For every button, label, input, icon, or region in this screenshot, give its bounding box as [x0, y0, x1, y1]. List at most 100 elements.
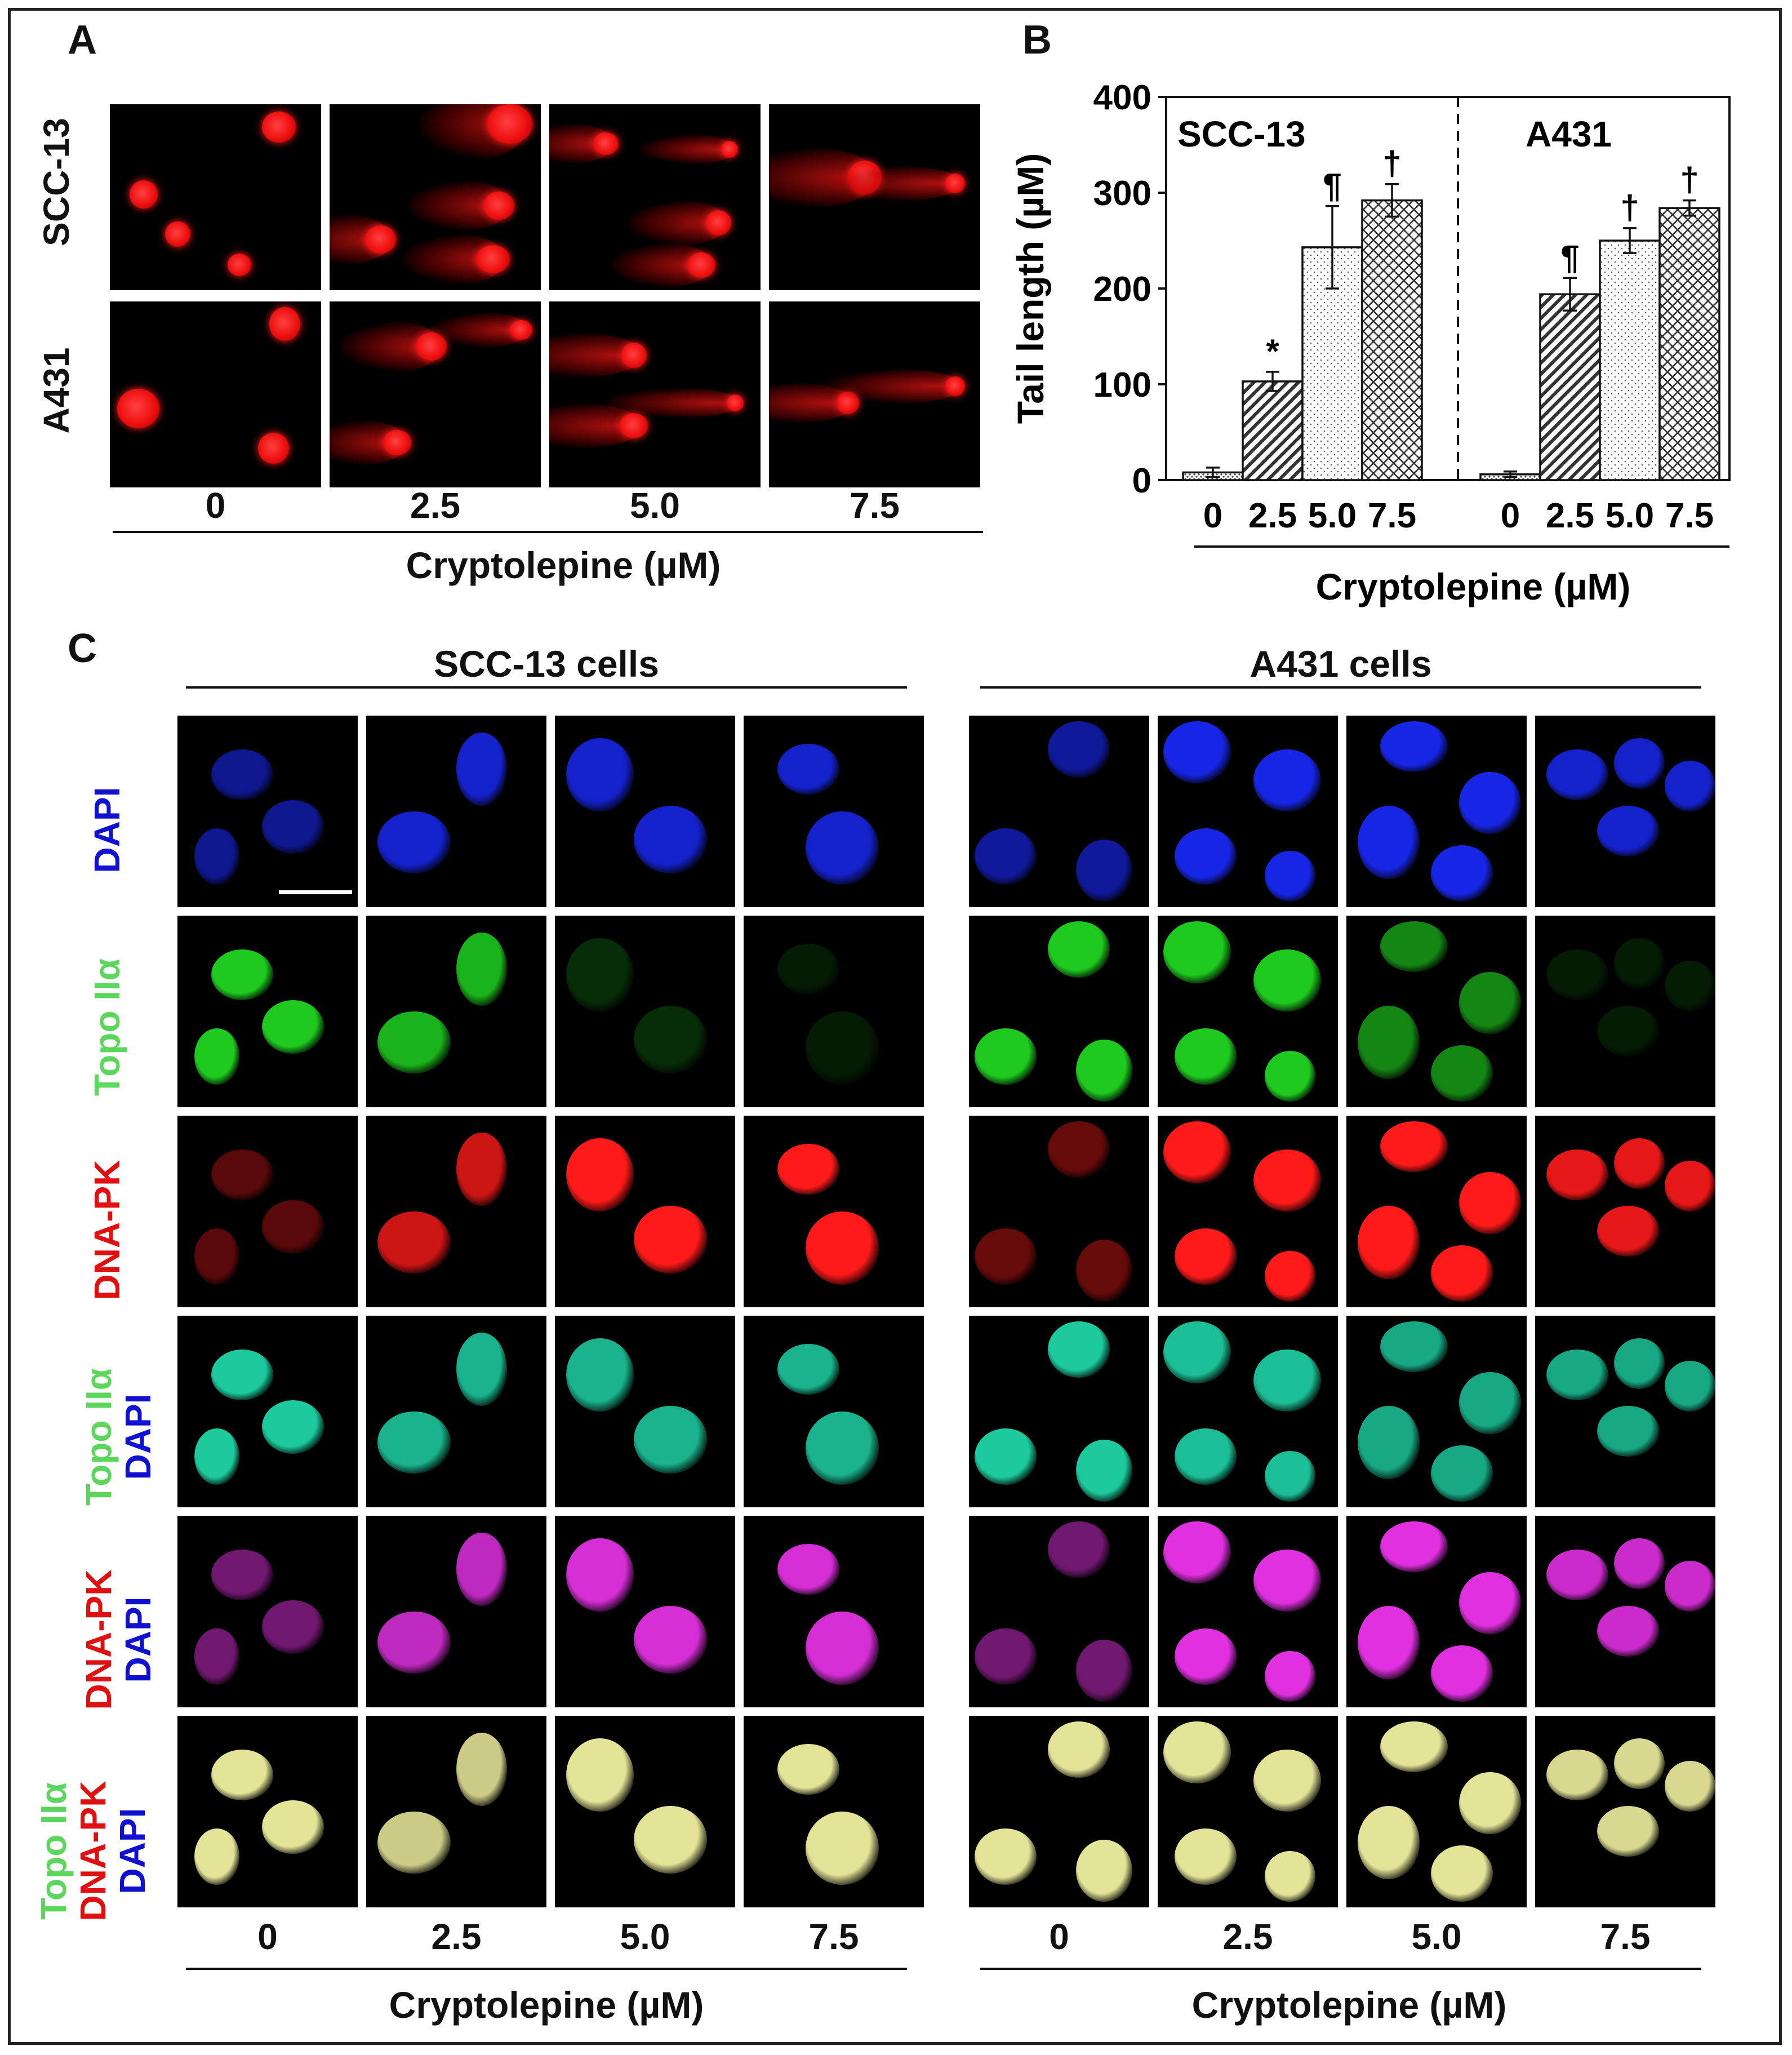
- x-tick-label: 5.0: [1308, 496, 1357, 535]
- nucleus: [1431, 1045, 1493, 1102]
- nucleus: [1048, 721, 1110, 778]
- nucleus: [262, 1600, 324, 1654]
- nucleus: [1076, 1640, 1132, 1702]
- dapi-image: [1535, 716, 1715, 907]
- panel-c-label-row6: Topo IIα DNA-PK DAPI: [33, 1758, 153, 1944]
- nucleus: [975, 1828, 1037, 1885]
- nucleus: [1163, 1121, 1231, 1183]
- nucleus: [1665, 1361, 1715, 1412]
- panel-c-label-row1: DAPI: [87, 785, 127, 875]
- comet-head: [945, 173, 965, 193]
- nucleus: [777, 1544, 839, 1595]
- nucleus: [806, 1412, 879, 1485]
- nucleus: [1265, 1851, 1315, 1902]
- merge-image: [1346, 1716, 1527, 1907]
- nucleus: [211, 949, 273, 1000]
- topo-dapi-image: [177, 1316, 358, 1507]
- nucleus: [1253, 1350, 1321, 1412]
- nucleus: [777, 944, 839, 995]
- panel-a-row-label-scc13: SCC-13: [36, 118, 77, 246]
- nucleus: [634, 1206, 707, 1273]
- nucleus: [1614, 1538, 1665, 1589]
- nucleus: [1665, 1561, 1715, 1612]
- panel-c-tick-label: 0: [257, 1916, 278, 1957]
- comet-image: [549, 104, 761, 290]
- nucleus: [1048, 1321, 1110, 1378]
- panel-c-group-title-a431: A431 cells: [1249, 643, 1432, 685]
- x-tick-label: 2.5: [1248, 496, 1297, 535]
- nucleus: [1265, 1051, 1315, 1102]
- nucleus: [1431, 845, 1493, 902]
- panel-a-tick-label: 0: [205, 485, 226, 526]
- nucleus: [377, 1011, 451, 1073]
- merge-image: [1158, 1716, 1338, 1907]
- topo-image: [177, 916, 358, 1107]
- panel-c-tick-label: 0: [1049, 1916, 1069, 1957]
- panel-c-group-line-a431: [980, 686, 1701, 689]
- nucleus: [1253, 749, 1321, 811]
- nucleus: [1175, 1028, 1237, 1085]
- comet-image: [769, 301, 980, 487]
- nucleus: [1358, 806, 1420, 879]
- comet-image: [549, 301, 761, 487]
- nucleus: [1614, 738, 1665, 789]
- comet-head: [721, 141, 738, 158]
- dapi-image: [969, 716, 1149, 907]
- bar: [1658, 207, 1720, 481]
- nucleus: [975, 1228, 1037, 1285]
- group-title: A431: [1526, 114, 1612, 154]
- nucleus: [456, 1533, 507, 1606]
- topo-dapi-image: [744, 1316, 924, 1507]
- x-tick-label: 7.5: [1368, 496, 1416, 535]
- nucleus: [1265, 1251, 1315, 1302]
- nucleus: [1459, 1372, 1521, 1434]
- nucleus: [1546, 1149, 1608, 1200]
- nucleus: [194, 828, 239, 885]
- topo-dapi-image: [969, 1316, 1149, 1507]
- comet-image: [330, 104, 541, 290]
- nucleus: [1265, 1651, 1315, 1702]
- nucleus: [975, 1428, 1037, 1485]
- nucleus: [806, 1612, 879, 1685]
- nucleus: [262, 800, 324, 854]
- dnapk-dapi-image: [1158, 1516, 1338, 1707]
- bar: [1242, 380, 1304, 481]
- nucleus: [211, 1149, 273, 1200]
- nucleus: [1358, 1206, 1420, 1279]
- nucleus: [194, 1428, 239, 1485]
- nucleus: [806, 1211, 879, 1285]
- panel-a-tick-label: 2.5: [410, 485, 460, 526]
- nucleus: [1175, 828, 1237, 885]
- bar: [1599, 239, 1661, 481]
- y-tick-label: 100: [1093, 366, 1151, 405]
- nucleus: [1380, 921, 1448, 972]
- label-topo: Topo IIα: [87, 958, 127, 1097]
- x-tick-label: 0: [1501, 496, 1520, 535]
- nucleus: [634, 1406, 707, 1473]
- nucleus: [456, 733, 507, 806]
- nucleus: [1163, 921, 1231, 983]
- nucleus: [1380, 1721, 1448, 1772]
- nucleus: [1175, 1428, 1237, 1485]
- panel-c-xlabel-scc13: Cryptolepine (µM): [389, 1984, 704, 2026]
- nucleus: [1048, 1121, 1110, 1178]
- nucleus: [1459, 1172, 1521, 1234]
- significance-marker: †: [1382, 145, 1401, 183]
- nucleus: [777, 1344, 839, 1395]
- panel-c-label-row3: DNA-PK: [87, 1157, 127, 1303]
- nucleus: [1380, 1121, 1448, 1172]
- comet-image: [110, 104, 321, 290]
- comet-head: [593, 132, 619, 155]
- dnapk-image: [555, 1116, 735, 1307]
- dnapk-image: [366, 1116, 546, 1307]
- nucleus: [1175, 1628, 1237, 1685]
- nucleus: [194, 1628, 239, 1685]
- merge-image: [1535, 1716, 1715, 1907]
- y-tick-label: 0: [1132, 461, 1151, 500]
- comet-image: [110, 301, 321, 487]
- nucleus: [377, 1412, 451, 1473]
- dnapk-image: [1346, 1116, 1527, 1307]
- comet-head: [269, 307, 300, 341]
- panel-a-tick-label: 5.0: [630, 485, 680, 526]
- topo-image: [744, 916, 924, 1107]
